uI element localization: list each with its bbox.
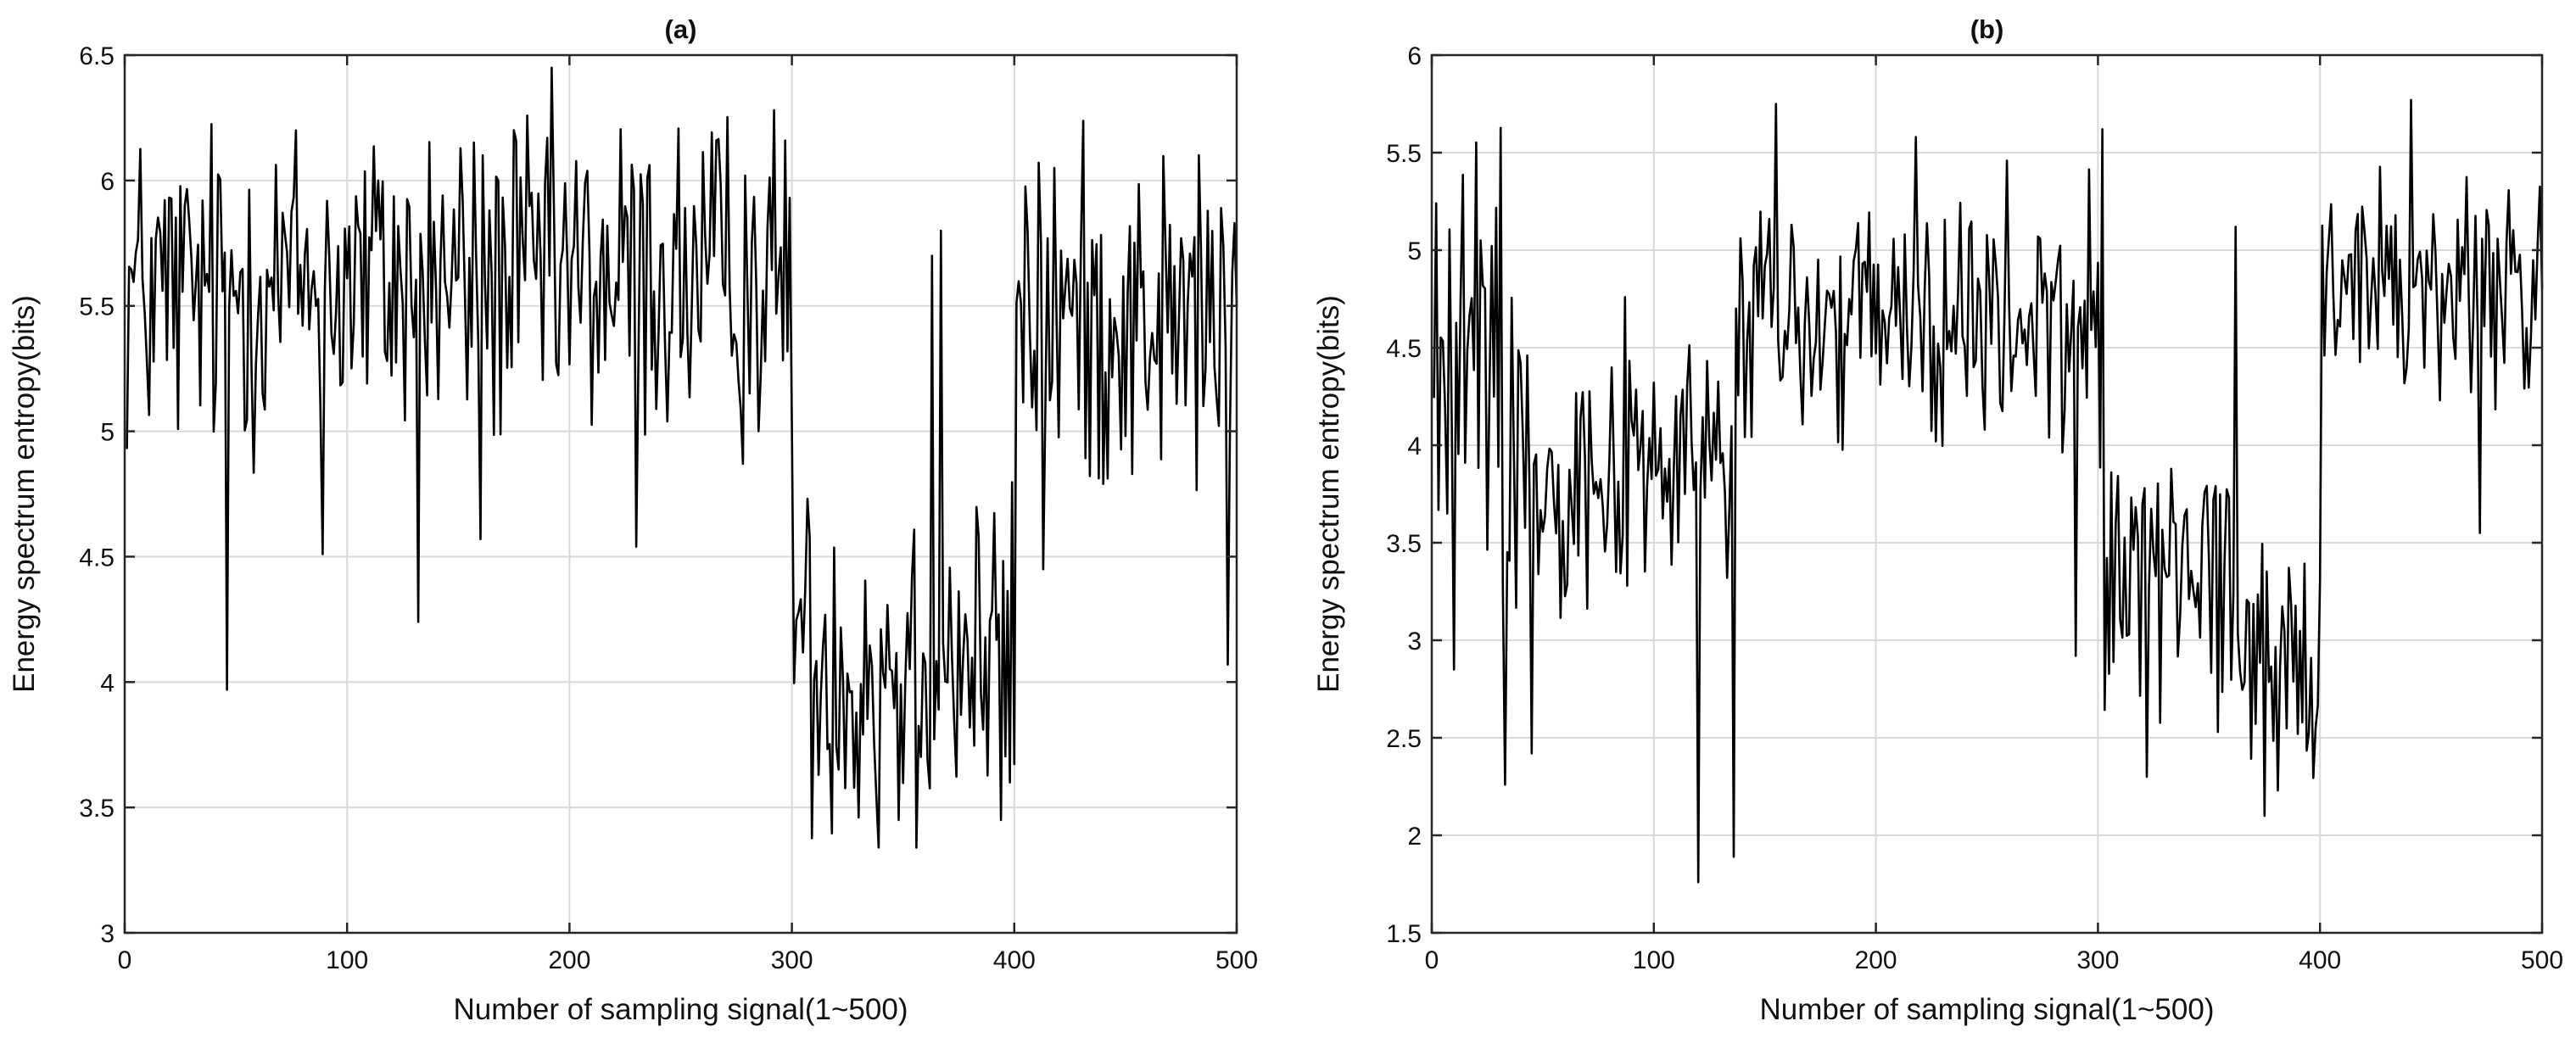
x-axis-label: Number of sampling signal(1~500) (454, 993, 908, 1026)
plot-background (125, 55, 1237, 933)
x-tick-label: 100 (326, 946, 368, 974)
y-tick-label: 6 (1407, 42, 1422, 70)
y-axis-label: Energy spectrum entropy(bits) (1312, 295, 1345, 693)
x-tick-label: 200 (548, 946, 590, 974)
y-tick-label: 4.5 (1386, 335, 1422, 363)
panel-title: (a) (665, 14, 697, 44)
panel-b: 0 100 200 300 400 500 1.5 2 2.5 3 3.5 4 4.5 5 5.5 6 (b) N… (1312, 14, 2563, 1026)
series-line (126, 66, 1238, 849)
x-tick-label: 300 (771, 946, 813, 974)
y-tick-label: 5 (100, 419, 115, 447)
y-axis-label: Energy spectrum entropy(bits) (8, 295, 41, 693)
y-tick-label: 6 (100, 168, 115, 196)
series-line (1433, 98, 2544, 884)
x-tick-label: 500 (2521, 946, 2563, 974)
y-tick-label: 4 (1407, 432, 1422, 460)
y-tick-label: 4.5 (79, 544, 115, 572)
y-tick-label: 3 (100, 920, 115, 948)
x-tick-label: 500 (1215, 946, 1258, 974)
y-tick-label: 6.5 (79, 42, 115, 70)
y-tick-label: 3.5 (1386, 530, 1422, 558)
x-tick-label: 400 (993, 946, 1036, 974)
y-tick-label: 5.5 (1386, 140, 1422, 168)
x-tick-label: 0 (118, 946, 132, 974)
x-tick-label: 100 (1633, 946, 1675, 974)
x-tick-label: 200 (1855, 946, 1897, 974)
plot-background (1432, 55, 2542, 933)
y-tick-label: 4 (100, 669, 115, 697)
x-tick-label: 400 (2299, 946, 2341, 974)
y-tick-label: 5 (1407, 237, 1422, 265)
y-tick-label: 3.5 (79, 795, 115, 823)
panel-a: 0 100 200 300 400 500 3 3.5 4 4.5 5 5.5 6 6.5 (a) Numbe… (8, 14, 1258, 1026)
x-axis-label: Number of sampling signal(1~500) (1760, 993, 2215, 1026)
plot-frame (123, 53, 1238, 935)
y-tick-label: 2.5 (1386, 725, 1422, 753)
x-tick-label: 300 (2076, 946, 2119, 974)
plot-frame (1430, 53, 2544, 935)
x-tick-label: 0 (1425, 946, 1439, 974)
y-tick-label: 2 (1407, 823, 1422, 851)
y-tick-label: 1.5 (1386, 920, 1422, 948)
y-tick-label: 3 (1407, 628, 1422, 656)
y-tick-label: 5.5 (79, 293, 115, 321)
panel-title: (b) (1970, 14, 2004, 44)
